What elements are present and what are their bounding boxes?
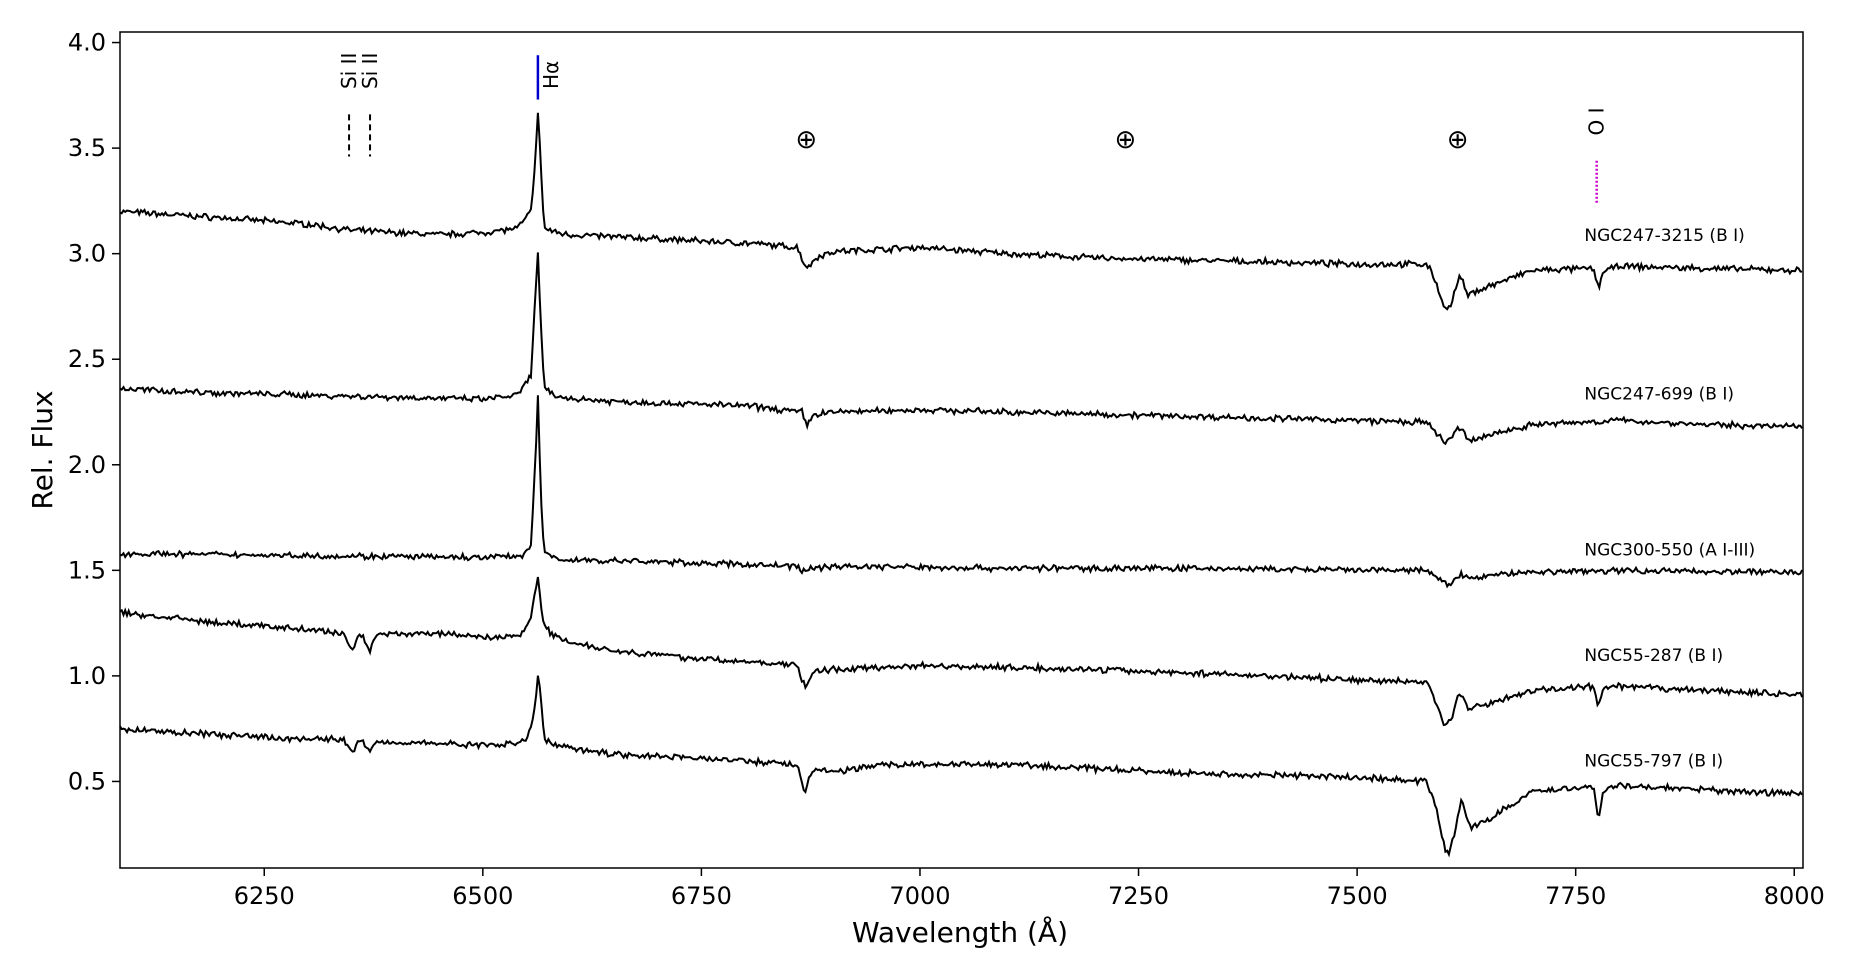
x-tick-label: 6500 [452, 882, 513, 910]
x-tick-label: 6250 [234, 882, 295, 910]
x-tick-label: 8000 [1764, 882, 1825, 910]
telluric-earth-icon: ⊕ [1447, 125, 1469, 155]
spectrum-line [119, 675, 1803, 858]
si-ii-label: Si II [358, 53, 382, 89]
x-tick-label: 7500 [1327, 882, 1388, 910]
x-axis-label: Wavelength (Å) [852, 915, 1068, 949]
series-label: NGC55-797 (B I) [1584, 752, 1723, 772]
y-axis-label: Rel. Flux [26, 390, 59, 509]
plot-area: 6250 6500 6750 7000 7250 7500 7750 8000 0.5 1.0 1.… [68, 29, 1825, 910]
x-tick-label: 7000 [889, 882, 950, 910]
y-tick-label: 2.5 [68, 345, 106, 373]
series-label: NGC247-699 (B I) [1584, 384, 1734, 404]
spectrum-line [119, 112, 1803, 311]
series-label: NGC55-287 (B I) [1584, 646, 1723, 666]
y-tick-label: 3.0 [68, 240, 106, 268]
y-tick-label: 4.0 [68, 29, 106, 57]
telluric-earth-icon: ⊕ [1115, 125, 1137, 155]
o-i-label: O I [1585, 107, 1609, 135]
plot-frame [119, 31, 1804, 869]
si-ii-label: Si II [337, 53, 361, 89]
x-tick-label: 6750 [671, 882, 732, 910]
y-tick-label: 3.5 [68, 134, 106, 162]
x-tick-label: 7250 [1108, 882, 1169, 910]
telluric-earth-icon: ⊕ [795, 125, 817, 155]
series-label: NGC247-3215 (B I) [1584, 226, 1744, 246]
x-tick-label: 7750 [1545, 882, 1606, 910]
series-label: NGC300-550 (A I-III) [1584, 541, 1755, 561]
h-alpha-label: Hα [539, 61, 563, 89]
y-tick-label: 0.5 [68, 767, 106, 795]
y-tick-label: 1.5 [68, 556, 106, 584]
spectrum-line [119, 576, 1804, 727]
y-tick-label: 1.0 [68, 662, 106, 690]
spectrum-line [119, 252, 1803, 446]
spectrum-line [119, 395, 1803, 589]
y-tick-label: 2.0 [68, 451, 106, 479]
